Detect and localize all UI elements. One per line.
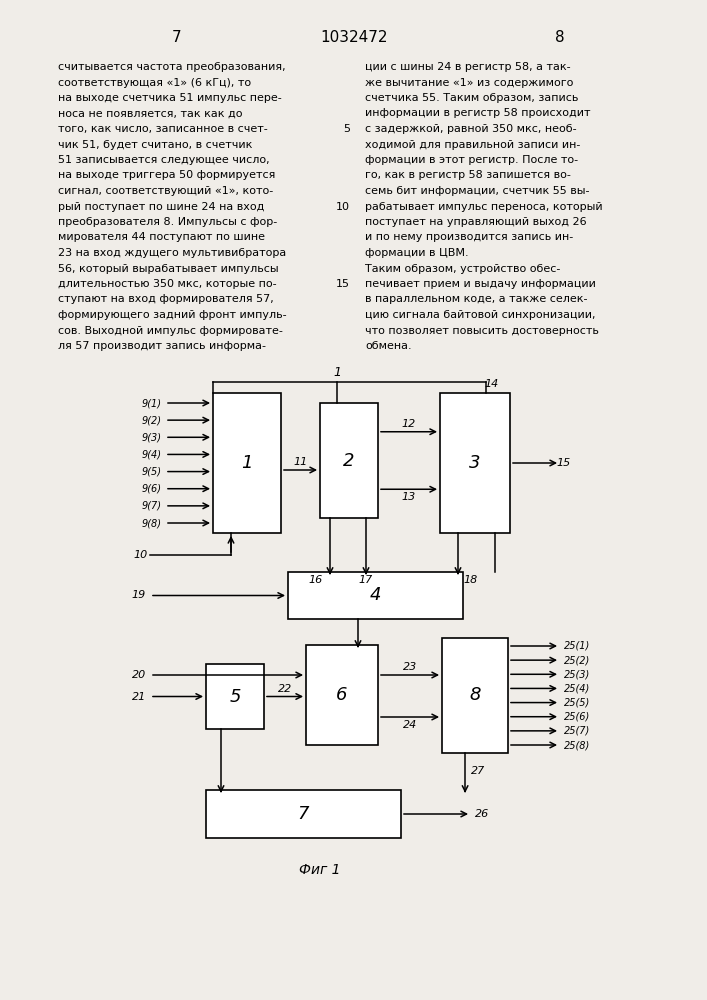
Text: преобразователя 8. Импульсы с фор-: преобразователя 8. Импульсы с фор- [58, 217, 277, 227]
Text: 22: 22 [278, 684, 292, 694]
Text: длительностью 350 мкс, которые по-: длительностью 350 мкс, которые по- [58, 279, 276, 289]
Text: 1: 1 [334, 366, 341, 379]
Text: 23 на вход ждущего мультивибратора: 23 на вход ждущего мультивибратора [58, 248, 286, 258]
Text: 26: 26 [475, 809, 489, 819]
Text: поступает на управляющий выход 26: поступает на управляющий выход 26 [365, 217, 587, 227]
Text: 15: 15 [336, 279, 350, 289]
Text: 2: 2 [344, 452, 355, 470]
Text: 24: 24 [403, 720, 417, 730]
Text: Фиг 1: Фиг 1 [299, 863, 341, 877]
Text: 56, который вырабатывает импульсы: 56, который вырабатывает импульсы [58, 263, 279, 273]
Text: сигнал, соответствующий «1», кото-: сигнал, соответствующий «1», кото- [58, 186, 273, 196]
Text: с задержкой, равной 350 мкс, необ-: с задержкой, равной 350 мкс, необ- [365, 124, 577, 134]
Text: 17: 17 [359, 575, 373, 585]
Bar [288, 572, 463, 619]
Text: 5: 5 [343, 124, 350, 134]
Text: 15: 15 [557, 458, 571, 468]
Text: соответствующая «1» (6 кГц), то: соответствующая «1» (6 кГц), то [58, 78, 251, 88]
Text: 13: 13 [402, 492, 416, 502]
Text: 8: 8 [555, 30, 565, 45]
Text: 9(7): 9(7) [142, 501, 162, 511]
Text: 9(6): 9(6) [142, 484, 162, 494]
Text: 9(3): 9(3) [142, 432, 162, 442]
Text: 21: 21 [132, 692, 146, 702]
Text: 14: 14 [484, 379, 498, 389]
Text: 25(6): 25(6) [564, 712, 590, 722]
Text: цию сигнала байтовой синхронизации,: цию сигнала байтовой синхронизации, [365, 310, 595, 320]
Text: 25(4): 25(4) [564, 683, 590, 693]
Text: рабатывает импульс переноса, который: рабатывает импульс переноса, который [365, 202, 602, 212]
Text: го, как в регистр 58 запишется во-: го, как в регистр 58 запишется во- [365, 170, 571, 180]
Text: же вычитание «1» из содержимого: же вычитание «1» из содержимого [365, 78, 573, 88]
Text: счетчика 55. Таким образом, запись: счетчика 55. Таким образом, запись [365, 93, 578, 103]
Text: 25(3): 25(3) [564, 669, 590, 679]
Text: 25(7): 25(7) [564, 726, 590, 736]
Text: 18: 18 [463, 575, 477, 585]
Text: 12: 12 [402, 419, 416, 429]
Bar [213, 393, 281, 533]
Text: формирующего задний фронт импуль-: формирующего задний фронт импуль- [58, 310, 286, 320]
Text: носа не появляется, так как до: носа не появляется, так как до [58, 108, 243, 118]
Text: информации в регистр 58 происходит: информации в регистр 58 происходит [365, 108, 590, 118]
Text: и по нему производится запись ин-: и по нему производится запись ин- [365, 232, 573, 242]
Bar [306, 645, 378, 745]
Text: того, как число, записанное в счет-: того, как число, записанное в счет- [58, 124, 268, 134]
Text: 1: 1 [241, 454, 252, 472]
Text: 5: 5 [229, 688, 241, 706]
Text: 9(8): 9(8) [142, 518, 162, 528]
Text: 16: 16 [309, 575, 323, 585]
Text: 27: 27 [471, 766, 485, 776]
Text: 7: 7 [173, 30, 182, 45]
Text: обмена.: обмена. [365, 341, 411, 351]
Text: Таким образом, устройство обес-: Таким образом, устройство обес- [365, 263, 561, 273]
Text: 9(4): 9(4) [142, 449, 162, 459]
Text: 7: 7 [298, 805, 309, 823]
Bar [442, 638, 508, 753]
Text: ции с шины 24 в регистр 58, а так-: ции с шины 24 в регистр 58, а так- [365, 62, 571, 72]
Text: 25(5): 25(5) [564, 698, 590, 708]
Text: чик 51, будет считано, в счетчик: чик 51, будет считано, в счетчик [58, 139, 252, 149]
Text: 1032472: 1032472 [320, 30, 387, 45]
Text: 9(1): 9(1) [142, 398, 162, 408]
Text: рый поступает по шине 24 на вход: рый поступает по шине 24 на вход [58, 202, 264, 212]
Text: 9(5): 9(5) [142, 467, 162, 477]
Text: на выходе счетчика 51 импульс пере-: на выходе счетчика 51 импульс пере- [58, 93, 282, 103]
Text: 20: 20 [132, 670, 146, 680]
Bar [320, 403, 378, 518]
Bar [206, 664, 264, 729]
Text: 10: 10 [134, 550, 148, 560]
Text: 51 записывается следующее число,: 51 записывается следующее число, [58, 155, 269, 165]
Text: ступают на вход формирователя 57,: ступают на вход формирователя 57, [58, 294, 274, 304]
Text: 6: 6 [337, 686, 348, 704]
Text: печивает прием и выдачу информации: печивает прием и выдачу информации [365, 279, 596, 289]
Text: сов. Выходной импульс формировате-: сов. Выходной импульс формировате- [58, 326, 283, 336]
Text: 25(1): 25(1) [564, 641, 590, 651]
Text: 23: 23 [403, 662, 417, 672]
Text: 25(2): 25(2) [564, 655, 590, 665]
Text: 4: 4 [370, 586, 381, 604]
Text: 8: 8 [469, 686, 481, 704]
Text: в параллельном коде, а также селек-: в параллельном коде, а также селек- [365, 294, 588, 304]
Text: 3: 3 [469, 454, 481, 472]
Text: 11: 11 [293, 457, 308, 467]
Bar [206, 790, 401, 838]
Text: 19: 19 [132, 590, 146, 600]
Text: семь бит информации, счетчик 55 вы-: семь бит информации, счетчик 55 вы- [365, 186, 590, 196]
Text: считывается частота преобразования,: считывается частота преобразования, [58, 62, 286, 72]
Text: что позволяет повысить достоверность: что позволяет повысить достоверность [365, 326, 599, 336]
Text: формации в этот регистр. После то-: формации в этот регистр. После то- [365, 155, 578, 165]
Bar [440, 393, 510, 533]
Text: мирователя 44 поступают по шине: мирователя 44 поступают по шине [58, 232, 265, 242]
Text: 10: 10 [336, 202, 350, 212]
Text: на выходе триггера 50 формируется: на выходе триггера 50 формируется [58, 170, 275, 180]
Text: ходимой для правильной записи ин-: ходимой для правильной записи ин- [365, 139, 580, 149]
Text: формации в ЦВМ.: формации в ЦВМ. [365, 248, 469, 258]
Text: ля 57 производит запись информа-: ля 57 производит запись информа- [58, 341, 266, 351]
Text: 25(8): 25(8) [564, 740, 590, 750]
Text: 9(2): 9(2) [142, 415, 162, 425]
